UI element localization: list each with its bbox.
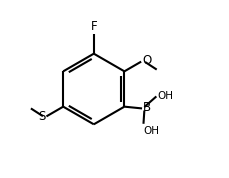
Text: B: B	[142, 101, 150, 114]
Text: OH: OH	[143, 126, 159, 136]
Text: O: O	[142, 54, 151, 67]
Text: OH: OH	[156, 91, 172, 101]
Text: S: S	[38, 110, 45, 123]
Text: F: F	[90, 20, 97, 33]
